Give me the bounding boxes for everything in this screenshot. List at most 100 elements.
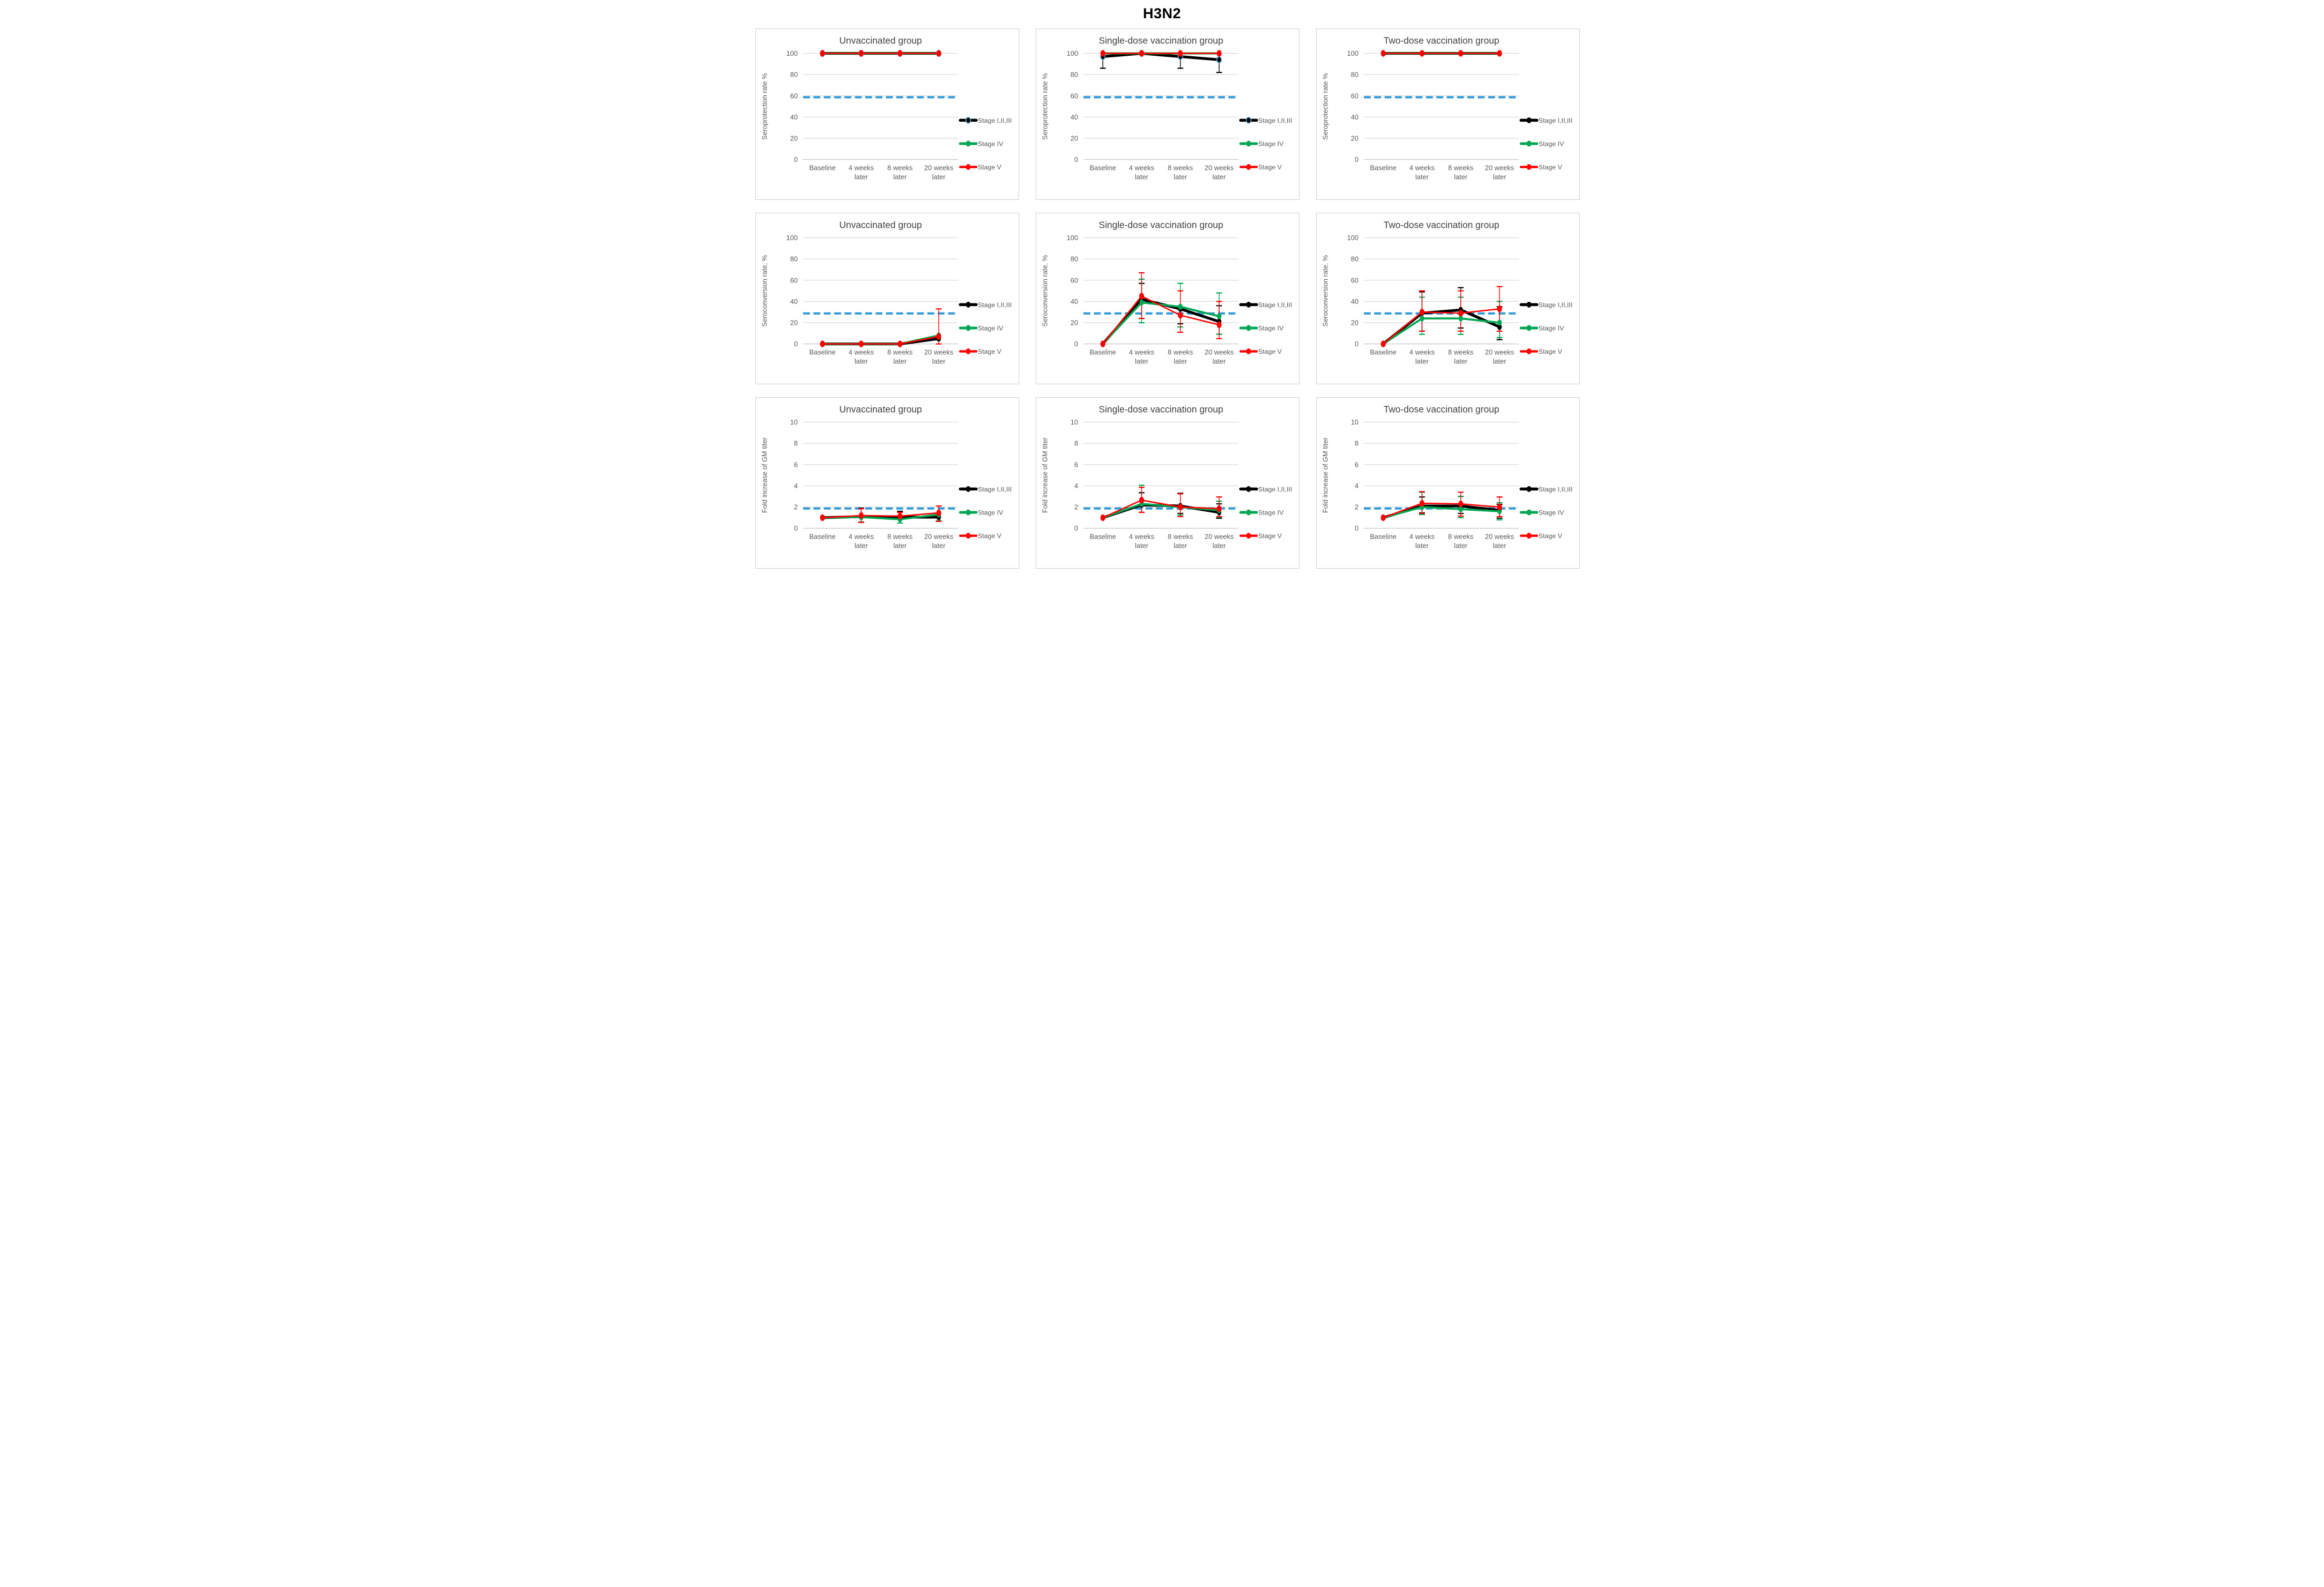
legend-item: Stage IV — [959, 509, 1004, 516]
y-tick-label: 10 — [790, 418, 798, 426]
legend-item: Stage V — [959, 532, 1002, 540]
legend-item: Stage V — [1239, 532, 1282, 540]
legend-marker — [1526, 117, 1532, 123]
data-point-marker — [1380, 50, 1386, 57]
chart-seroprotection-single-dose: 0 20 40 60 80 100 Single-dose vaccination grou… — [1036, 28, 1300, 200]
y-axis-title: Fold increase of GM titer — [761, 437, 769, 513]
x-tick-label: 8 weeks — [1448, 348, 1473, 356]
x-tick-label: later — [1174, 541, 1187, 549]
data-point-marker — [1178, 50, 1183, 57]
legend-label: Stage V — [978, 348, 1002, 355]
y-tick-label: 20 — [1071, 319, 1078, 327]
x-tick-label: Baseline — [1370, 164, 1396, 172]
x-tick-label: 4 weeks — [1409, 348, 1435, 356]
data-point-marker — [936, 50, 941, 57]
y-tick-label: 6 — [1355, 460, 1358, 468]
chart-seroprotection-unvaccinated: 0 20 40 60 80 100 Unvaccinated group Seroprotec… — [755, 28, 1019, 200]
legend-marker — [1526, 140, 1532, 147]
data-point-marker — [1178, 503, 1183, 511]
x-tick-label: 20 weeks — [1485, 164, 1514, 172]
y-tick-label: 20 — [790, 135, 798, 143]
x-tick-label: 4 weeks — [1409, 164, 1435, 172]
y-tick-label: 80 — [1071, 71, 1078, 79]
chart-svg-gm-fold-single-dose: 0 2 4 6 8 10 Single-dose vaccination group Fold… — [1041, 404, 1293, 550]
legend-marker — [966, 325, 971, 331]
legend-item: Stage IV — [1239, 140, 1284, 147]
chart-title: Unvaccinated group — [840, 35, 922, 46]
legend-label: Stage I,II,III — [1539, 301, 1572, 309]
legend-marker — [1246, 533, 1251, 539]
x-tick-label: 8 weeks — [1168, 348, 1193, 356]
legend-marker — [1246, 140, 1251, 147]
legend-item: Stage I,II,III — [1519, 486, 1572, 493]
x-tick-label: 4 weeks — [849, 533, 874, 541]
legend-marker — [1526, 348, 1532, 355]
x-tick-label: 8 weeks — [1168, 164, 1193, 172]
y-tick-label: 0 — [1355, 524, 1358, 532]
x-tick-label: later — [893, 173, 907, 181]
x-tick-label: later — [1135, 541, 1149, 549]
data-point-marker — [1139, 293, 1145, 300]
x-tick-label: later — [893, 357, 907, 365]
legend-marker — [966, 301, 971, 308]
y-tick-label: 60 — [1351, 92, 1358, 100]
series-line — [1382, 308, 1501, 345]
y-tick-label: 6 — [1074, 460, 1078, 468]
y-tick-label: 0 — [1074, 340, 1078, 348]
data-point-marker — [1497, 319, 1502, 326]
y-tick-label: 4 — [1074, 482, 1078, 490]
legend-label: Stage IV — [1258, 140, 1284, 147]
x-tick-label: 20 weeks — [1205, 533, 1234, 541]
y-tick-label: 100 — [786, 234, 798, 242]
legend-item: Stage V — [1239, 348, 1282, 355]
series-line — [1102, 503, 1220, 519]
x-tick-label: 8 weeks — [887, 348, 912, 356]
y-tick-label: 100 — [1067, 49, 1078, 57]
x-tick-label: 8 weeks — [1448, 533, 1473, 541]
data-point-marker — [1139, 50, 1145, 57]
legend-marker — [1526, 486, 1532, 492]
chart-svg-seroconversion-two-dose: 0 20 40 60 80 100 Two-dose vaccination group Se… — [1321, 220, 1573, 366]
legend-marker — [1526, 301, 1532, 308]
legend-label: Stage IV — [978, 509, 1004, 516]
legend-item: Stage IV — [959, 324, 1004, 332]
data-point-marker — [897, 340, 903, 347]
chart-seroconversion-two-dose: 0 20 40 60 80 100 Two-dose vaccination group Se… — [1316, 213, 1580, 384]
chart-title: Unvaccinated group — [840, 220, 922, 230]
charts-grid: 0 20 40 60 80 100 Unvaccinated group Seroprotec… — [748, 28, 1580, 576]
data-point-marker — [1139, 497, 1145, 504]
x-tick-label: 4 weeks — [1129, 164, 1154, 172]
x-tick-label: later — [1454, 173, 1468, 181]
legend-item: Stage I,II,III — [959, 117, 1012, 124]
legend-marker — [1526, 533, 1532, 539]
legend-item: Stage V — [1519, 532, 1563, 540]
legend-item: Stage IV — [1519, 324, 1564, 332]
y-tick-label: 10 — [1351, 418, 1358, 426]
legend-marker — [1246, 509, 1251, 516]
chart-title: Single-dose vaccination group — [1099, 35, 1223, 46]
series-line — [1102, 301, 1220, 345]
legend-item: Stage I,II,III — [959, 486, 1012, 493]
legend-label: Stage V — [1258, 348, 1282, 355]
x-tick-label: 8 weeks — [1168, 533, 1193, 541]
y-tick-label: 80 — [790, 255, 798, 263]
y-tick-label: 0 — [794, 524, 798, 532]
chart-title: Single-dose vaccination group — [1099, 404, 1223, 415]
legend-label: Stage I,II,III — [978, 486, 1012, 493]
legend-label: Stage I,II,III — [978, 117, 1012, 124]
x-tick-label: Baseline — [809, 164, 835, 172]
x-tick-label: 8 weeks — [1448, 164, 1473, 172]
y-tick-label: 0 — [1355, 155, 1358, 163]
x-tick-label: later — [1174, 357, 1187, 365]
chart-gm-fold-unvaccinated: 0 2 4 6 8 10 Unvaccinated group Fold increase o… — [755, 397, 1019, 569]
data-point-marker — [1380, 514, 1386, 521]
legend-item: Stage V — [959, 163, 1002, 171]
y-axis-title: Seroconversion rate, % — [761, 255, 769, 327]
y-tick-label: 0 — [794, 340, 798, 348]
legend-label: Stage I,II,III — [978, 301, 1012, 309]
series-line — [1102, 499, 1220, 519]
x-tick-label: Baseline — [809, 533, 835, 541]
chart-title: Unvaccinated group — [840, 404, 922, 415]
legend-label: Stage IV — [1539, 324, 1564, 332]
y-tick-label: 8 — [794, 439, 798, 448]
